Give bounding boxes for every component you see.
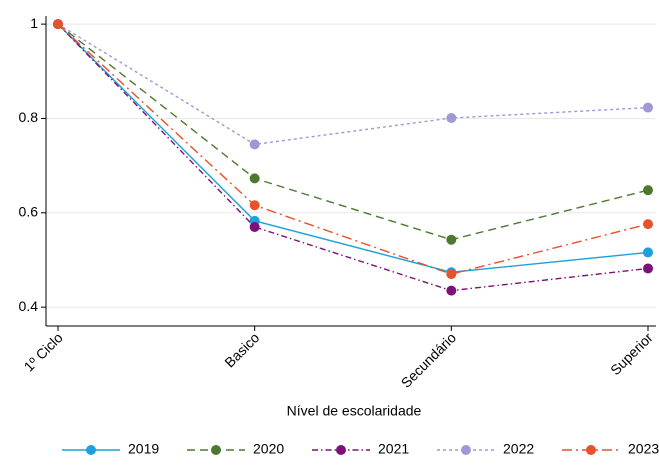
series-line [57, 23, 649, 292]
x-tick-label: Basico [221, 329, 262, 370]
y-tick-label: 0.4 [19, 298, 39, 314]
legend-label: 2019 [128, 441, 159, 457]
x-tick-label: Secundário [398, 329, 460, 391]
point [249, 139, 260, 150]
point [643, 263, 653, 274]
legend-label: 2023 [628, 441, 659, 457]
point [643, 247, 653, 258]
point [446, 113, 457, 123]
point [249, 200, 260, 211]
y-tick-label: 1 [30, 15, 38, 31]
series-line [57, 23, 649, 241]
point [643, 185, 653, 196]
x-tick-label: 1º Ciclo [21, 329, 66, 374]
legend-label: 2020 [253, 441, 284, 457]
point [643, 219, 653, 230]
x-tick-label: Superior [607, 329, 656, 378]
series-line [57, 23, 649, 146]
legend-label: 2022 [503, 441, 534, 457]
legend-marker [86, 445, 96, 455]
point [446, 234, 457, 245]
y-tick-label: 0.6 [19, 204, 39, 220]
point [446, 285, 457, 296]
point [249, 221, 260, 232]
x-axis-label: Nível de escolaridade [287, 403, 422, 419]
legend-marker [461, 445, 471, 455]
point [53, 19, 63, 30]
legend-marker [586, 445, 596, 455]
point [249, 173, 260, 184]
series-line [57, 23, 649, 275]
y-tick-label: 0.8 [19, 109, 39, 125]
point [446, 269, 457, 280]
series-line [57, 23, 649, 273]
legend-marker [211, 445, 221, 455]
point [643, 102, 653, 113]
legend-label: 2021 [378, 441, 409, 457]
legend-marker [336, 445, 346, 455]
